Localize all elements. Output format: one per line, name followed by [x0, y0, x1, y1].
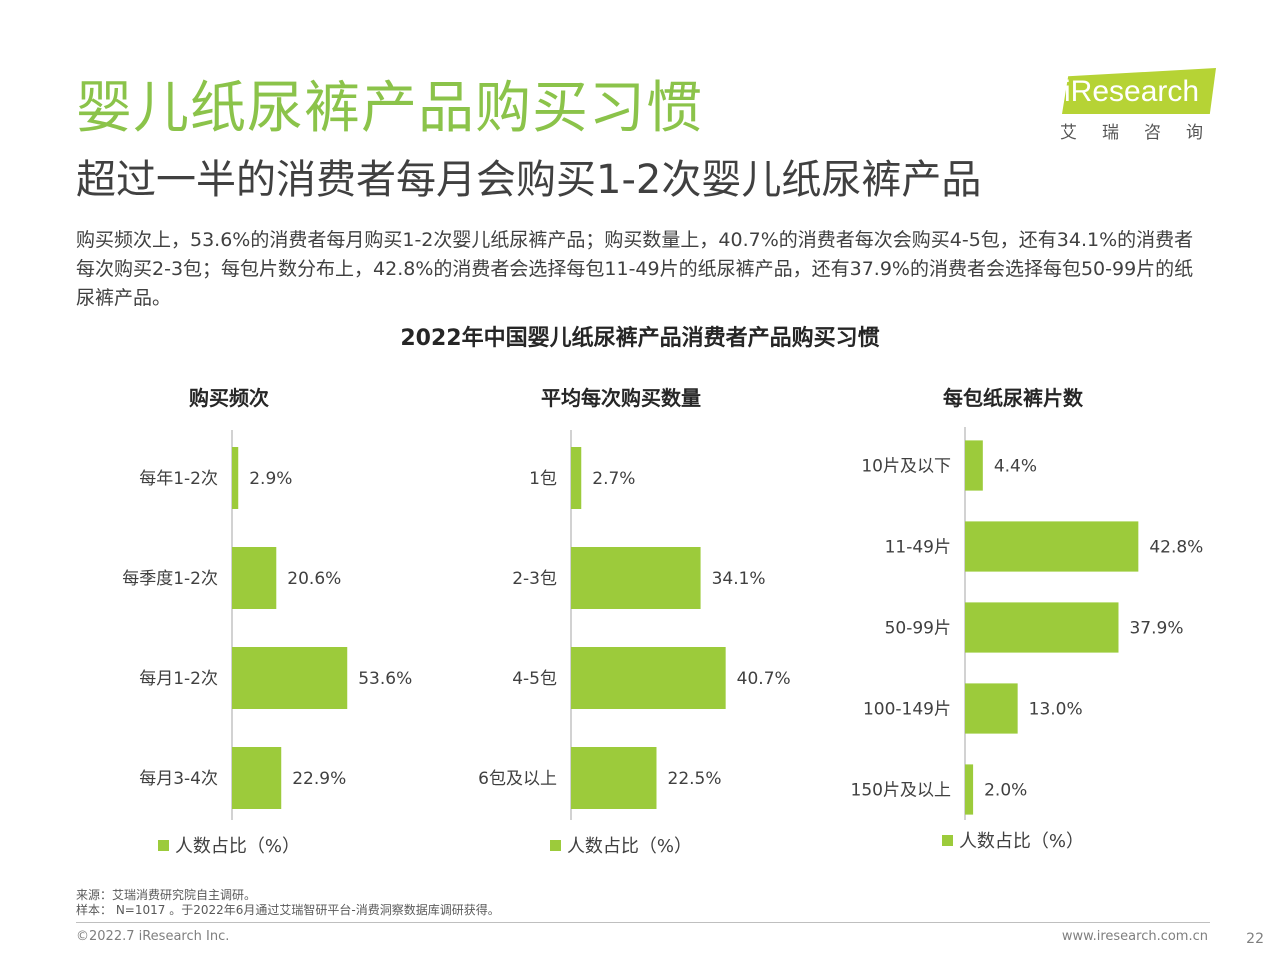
page-subtitle: 超过一半的消费者每月会购买1-2次婴儿纸尿裤产品: [76, 157, 982, 203]
summary-text: 购买频次上，53.6%的消费者每月购买1-2次婴儿纸尿裤产品；购买数量上，40.…: [76, 229, 1194, 309]
chart-panel-diapers-per-pack: 每包纸尿裤片数 10片及以下 4.4% 11-49片 42.8% 50-99片 37.9%…: [808, 380, 1218, 880]
data-label: 20.6%: [287, 569, 341, 589]
data-label: 2.9%: [249, 469, 292, 489]
purchase-quantity-chart: 1包 2.7% 2-3包 34.1% 4-5包 40.7% 6包及以上 22.5%: [478, 430, 791, 820]
bar: [965, 683, 1018, 734]
chart-panel-purchase-quantity: 平均每次购买数量 1包 2.7% 2-3包 34.1% 4-5包 40.7% 6包及以上 22…: [416, 380, 826, 880]
bar: [571, 747, 657, 809]
data-label: 53.6%: [358, 669, 412, 689]
data-label: 42.8%: [1149, 538, 1203, 558]
category-tick-label: 每季度1-2次: [122, 569, 218, 589]
category-tick-label: 每月3-4次: [139, 769, 218, 789]
legend-swatch: [157, 839, 169, 851]
data-label: 2.0%: [984, 781, 1027, 801]
bar: [965, 764, 974, 815]
bar: [232, 447, 239, 509]
data-label: 40.7%: [737, 669, 791, 689]
category-tick-label: 4-5包: [512, 669, 557, 689]
copyright: ©2022.7 iResearch Inc.: [76, 929, 230, 944]
category-tick-label: 10片及以下: [861, 457, 951, 477]
data-label: 22.9%: [292, 769, 346, 789]
source-note: 来源：艾瑞消费研究院自主调研。: [76, 888, 257, 902]
data-label: 22.5%: [668, 769, 722, 789]
legend-swatch: [549, 839, 561, 851]
category-tick-label: 2-3包: [512, 569, 557, 589]
data-label: 4.4%: [994, 457, 1037, 477]
legend-label: 人数占比（%）: [174, 836, 301, 857]
bar: [232, 547, 277, 609]
website-link[interactable]: www.iresearch.com.cn: [1061, 929, 1208, 944]
bar: [965, 440, 983, 491]
chart-legend: 人数占比（%）: [24, 835, 434, 859]
legend-label: 人数占比（%）: [566, 836, 693, 857]
chart-legend: 人数占比（%）: [808, 830, 1218, 854]
legend-label: 人数占比（%）: [958, 831, 1085, 852]
purchase-frequency-chart: 每年1-2次 2.9% 每季度1-2次 20.6% 每月1-2次 53.6% 每月3-4次 2…: [122, 430, 412, 820]
bar: [571, 447, 582, 509]
category-tick-label: 100-149片: [863, 700, 951, 720]
category-tick-label: 每年1-2次: [139, 469, 218, 489]
iresearch-logo: iResearch 艾瑞咨询: [1056, 68, 1218, 148]
bar: [571, 547, 701, 609]
category-tick-label: 150片及以上: [851, 781, 951, 801]
page-number: 22: [1246, 931, 1264, 947]
category-tick-label: 1包: [529, 469, 557, 489]
data-label: 37.9%: [1129, 619, 1183, 639]
data-label: 2.7%: [592, 469, 635, 489]
category-tick-label: 50-99片: [885, 619, 951, 639]
bar: [232, 747, 282, 809]
panel-title: 每包纸尿裤片数: [943, 386, 1083, 410]
chart-legend: 人数占比（%）: [416, 835, 826, 859]
panel-title: 购买频次: [189, 386, 269, 410]
footnotes: 来源：艾瑞消费研究院自主调研。 样本： N=1017 。于2022年6月通过艾瑞…: [76, 888, 500, 918]
page-title: 婴儿纸尿裤产品购买习惯: [76, 76, 703, 141]
data-label: 13.0%: [1029, 700, 1083, 720]
chart-panel-purchase-frequency: 购买频次 每年1-2次 2.9% 每季度1-2次 20.6% 每月1-2次 53.6% 每月…: [24, 380, 434, 880]
bar: [571, 647, 726, 709]
diapers-per-pack-chart: 10片及以下 4.4% 11-49片 42.8% 50-99片 37.9% 100-149片…: [851, 427, 1203, 820]
legend-swatch: [941, 834, 953, 846]
category-tick-label: 每月1-2次: [139, 669, 218, 689]
panel-title: 平均每次购买数量: [541, 386, 701, 410]
bar: [965, 521, 1139, 572]
footer-divider: [76, 922, 1210, 923]
logo-wordmark: iResearch: [1064, 75, 1200, 108]
category-tick-label: 11-49片: [885, 538, 951, 558]
sample-note: 样本： N=1017 。于2022年6月通过艾瑞智研平台-消费洞察数据库调研获得…: [76, 903, 500, 917]
bar: [965, 602, 1119, 653]
logo-chinese-name: 艾瑞咨询: [1060, 123, 1228, 143]
category-tick-label: 6包及以上: [478, 769, 557, 789]
main-chart-title: 2022年中国婴儿纸尿裤产品消费者产品购买习惯: [400, 326, 880, 351]
bar: [232, 647, 348, 709]
logo-badge: [1062, 68, 1216, 114]
data-label: 34.1%: [712, 569, 766, 589]
